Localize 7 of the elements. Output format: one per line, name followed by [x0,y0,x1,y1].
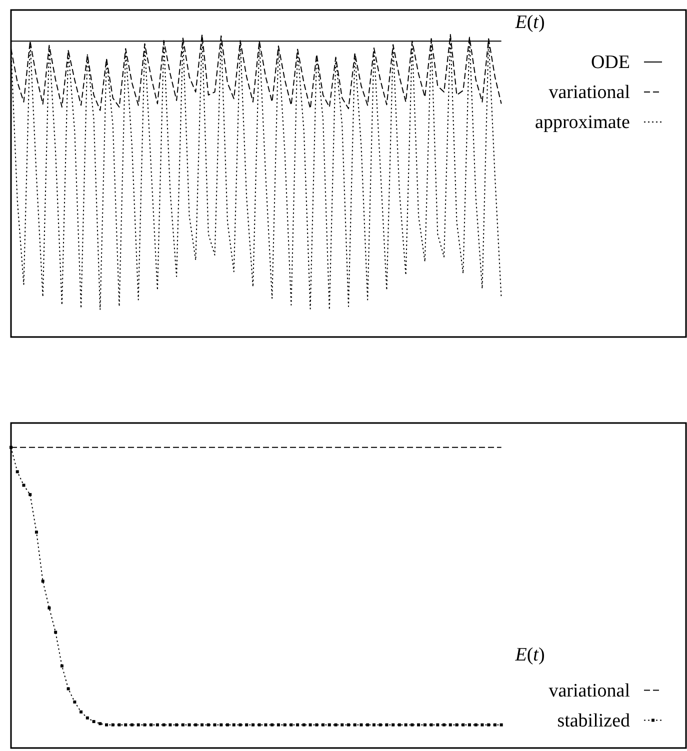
legend-label: stabilized [557,710,630,732]
legend-label: approximate [535,112,630,133]
legend-label: ODE [590,52,630,73]
legend-label: variational [548,680,630,702]
legend-title: E(t) [514,644,545,666]
legend-label: variational [548,82,630,103]
legend-title: E(t) [514,12,545,33]
